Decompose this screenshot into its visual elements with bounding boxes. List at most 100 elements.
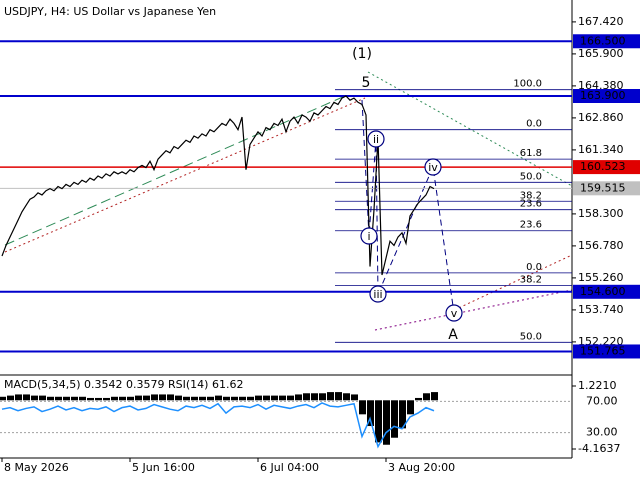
macd-bar (247, 396, 254, 401)
indicator-title: MACD(5,34,5) 0.3542 0.3579 RSI(14) 61.62 (4, 378, 243, 391)
y-tick-label: 156.780 (578, 239, 624, 252)
macd-bar (383, 400, 390, 445)
trend-line (367, 71, 573, 187)
y-tick-label: 155.260 (578, 271, 624, 284)
macd-bar (15, 394, 22, 401)
wave-label: iv (428, 161, 438, 174)
fib-label: 0.0 (526, 119, 542, 130)
macd-bar (287, 395, 294, 401)
level-label: 154.600 (580, 285, 626, 298)
y-tick-label: 161.340 (578, 143, 624, 156)
level-box (573, 89, 640, 103)
trend-lines (4, 71, 573, 331)
macd-bar (0, 396, 6, 401)
fib-label: 50.0 (520, 331, 542, 342)
macd-bar (7, 395, 14, 401)
x-tick-label: 8 May 2026 (4, 461, 69, 474)
wave-label: v (451, 307, 458, 320)
macd-bar (87, 397, 94, 401)
level-label: 160.523 (580, 160, 626, 173)
macd-bar (311, 393, 318, 401)
level-label: 163.900 (580, 89, 626, 102)
macd-bar (143, 395, 150, 401)
y-tick-label: 158.300 (578, 207, 624, 220)
wave-circle (367, 130, 385, 148)
macd-bar (151, 394, 158, 401)
wave-label: (1) (352, 46, 372, 62)
macd-bar (415, 397, 422, 401)
fib-label: 0.0 (526, 262, 542, 273)
level-box (573, 34, 640, 49)
macd-bar (55, 396, 62, 401)
wave-label: A (448, 327, 458, 343)
chart-title: USDJPY, H4: US Dollar vs Japanese Yen (4, 5, 216, 18)
macd-bar (399, 400, 406, 429)
y-tick-label: 164.380 (578, 79, 624, 92)
wave-circle (445, 304, 463, 322)
macd-bar (407, 400, 414, 415)
macd-bar (255, 395, 262, 401)
x-tick-label: 6 Jul 04:00 (260, 461, 319, 474)
macd-bar (295, 394, 302, 401)
macd-bar (359, 400, 366, 415)
wave-label: iii (373, 288, 382, 301)
y-tick-label: 165.900 (578, 47, 624, 60)
macd-bar (111, 396, 118, 401)
macd-bar (103, 397, 110, 401)
level-box (573, 344, 640, 359)
fib-label: 50.0 (520, 171, 542, 182)
fib-label: 38.2 (520, 190, 542, 201)
fib-label: 23.6 (520, 199, 542, 210)
macd-bar (279, 395, 286, 401)
y-tick-label: 162.860 (578, 111, 624, 124)
trend-line (4, 95, 346, 246)
macd-bar (47, 396, 54, 401)
wave-label: 5 (362, 75, 371, 91)
macd-bar (71, 396, 78, 401)
macd-bar (191, 396, 198, 401)
fib-label: 23.6 (520, 220, 542, 231)
wave-circle (369, 285, 387, 303)
macd-bar (391, 400, 398, 438)
wave-label: ii (373, 133, 379, 146)
macd-bar (431, 392, 438, 401)
x-tick-label: 5 Jun 16:00 (132, 461, 195, 474)
fib-label: 100.0 (513, 79, 542, 90)
macd-bar (351, 394, 358, 401)
level-box (573, 160, 640, 175)
y-tick-label: 153.740 (578, 303, 624, 316)
macd-bar (319, 393, 326, 401)
rsi-line (1, 402, 435, 449)
wave-circle (424, 158, 442, 176)
wave-circle (360, 227, 378, 245)
macd-bar (183, 396, 190, 401)
price-line (1, 95, 435, 276)
y2-tick-label: -4.1637 (578, 442, 620, 455)
macd-bar (423, 393, 430, 401)
macd-bar (95, 397, 102, 401)
macd-bar (231, 396, 238, 401)
macd-bar (375, 400, 382, 443)
macd-bar (303, 393, 310, 401)
level-box (573, 284, 640, 299)
macd-bar (159, 394, 166, 401)
trend-line (374, 289, 573, 331)
y2-tick-label: 1.2210 (578, 379, 617, 392)
macd-bar (367, 400, 374, 427)
level-box (573, 181, 640, 196)
macd-bar (175, 395, 182, 401)
y-tick-label: 167.420 (578, 15, 624, 28)
macd-bar (343, 393, 350, 401)
macd-bar (335, 392, 342, 401)
macd-bar (23, 394, 30, 401)
fib-label: 38.2 (520, 274, 542, 285)
macd-bar (327, 392, 334, 401)
trend-line (4, 97, 366, 253)
level-label: 166.500 (580, 34, 626, 47)
macd-bar (31, 395, 38, 401)
macd-bar (79, 396, 86, 401)
macd-bar (199, 396, 206, 401)
wave-path (361, 99, 455, 314)
